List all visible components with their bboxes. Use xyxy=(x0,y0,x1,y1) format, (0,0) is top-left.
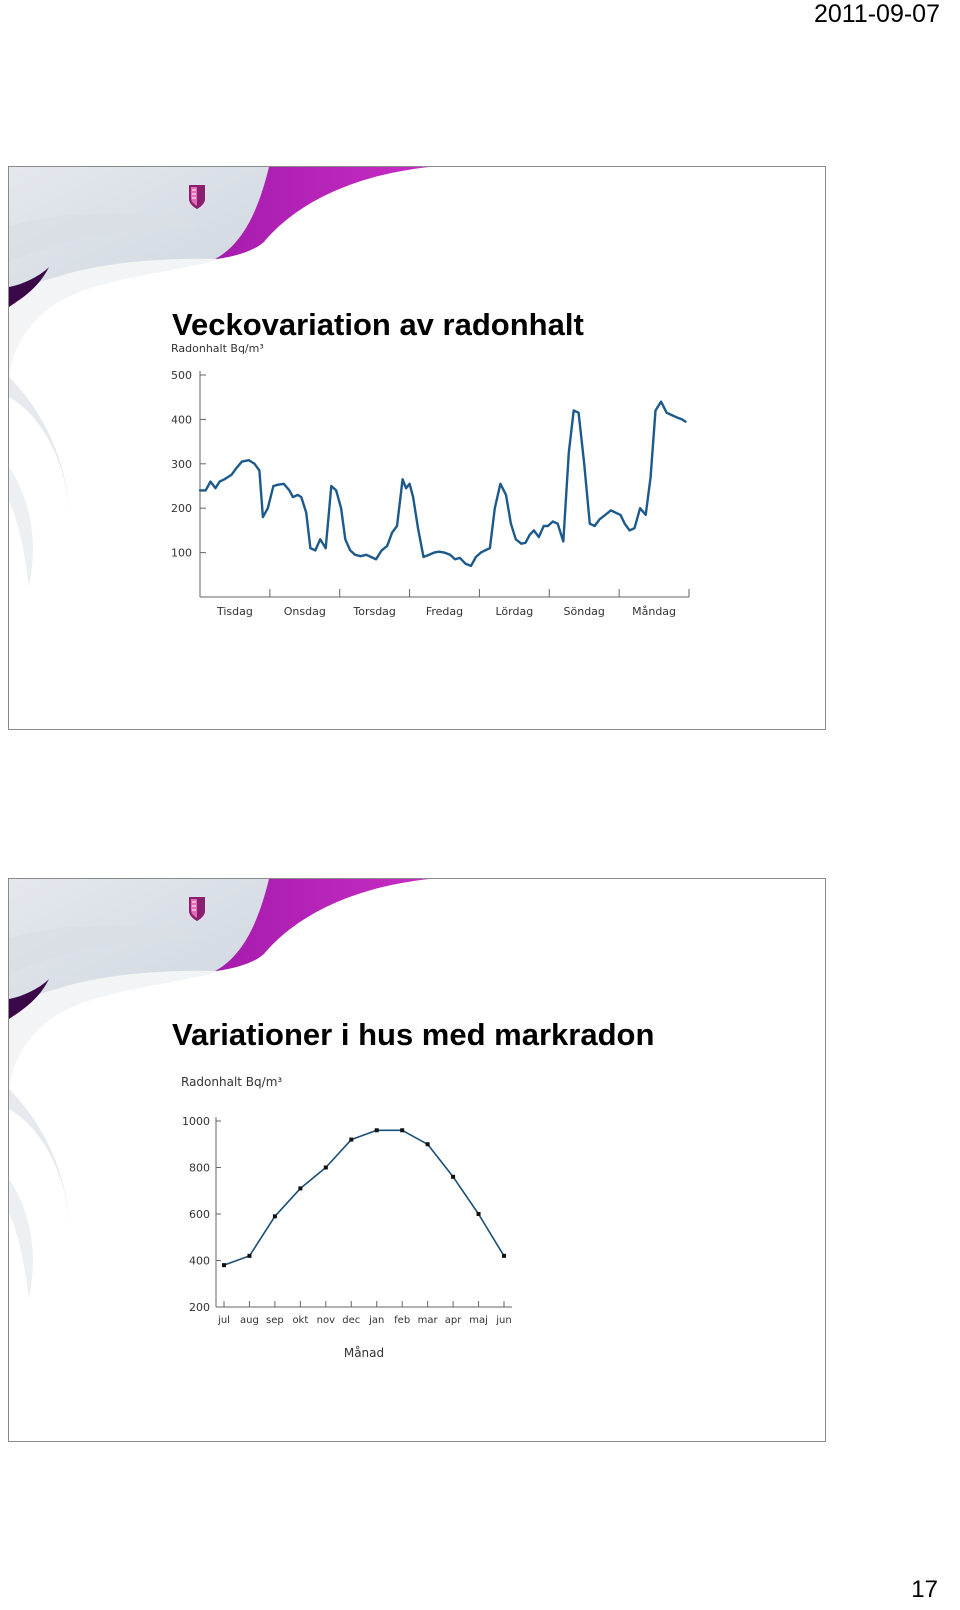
data-point-marker xyxy=(349,1137,354,1142)
x-tick-label: apr xyxy=(445,1315,462,1326)
y-tick-label: 500 xyxy=(171,369,192,382)
radon-weekly-series-line xyxy=(198,400,687,568)
y-tick-label: 800 xyxy=(189,1162,210,1175)
y-tick-label: 300 xyxy=(171,458,192,471)
x-tick-label: maj xyxy=(469,1315,488,1326)
page-date: 2011-09-07 xyxy=(813,0,940,28)
x-axis-label: Månad xyxy=(344,1346,384,1360)
x-tick-label: feb xyxy=(394,1315,410,1326)
data-point-marker xyxy=(400,1128,405,1133)
x-tick-label: aug xyxy=(240,1315,259,1326)
slide-monthly-variation: Variationer i hus med markradon Radonhal… xyxy=(8,878,826,1442)
y-tick-label: 200 xyxy=(171,502,192,515)
x-tick-label: Lördag xyxy=(496,605,534,618)
data-point-marker xyxy=(222,1263,226,1268)
data-point-marker xyxy=(374,1128,379,1133)
data-point-marker xyxy=(476,1212,481,1216)
y-axis-label: Radonhalt Bq/m³ xyxy=(171,342,264,355)
data-point-marker xyxy=(425,1142,430,1147)
slide-title: Variationer i hus med markradon xyxy=(172,1017,655,1052)
x-tick-label: Torsdag xyxy=(352,605,396,618)
data-point-marker xyxy=(247,1253,252,1258)
y-axis-label: Radonhalt Bq/m³ xyxy=(181,1075,282,1089)
slide-weekly-variation: Veckovariation av radonhalt Radonhalt Bq… xyxy=(8,166,826,730)
y-tick-label: 400 xyxy=(171,413,192,426)
data-point-marker xyxy=(502,1253,506,1258)
x-tick-label: jun xyxy=(495,1315,511,1326)
data-point-marker xyxy=(298,1186,303,1191)
page-number: 17 xyxy=(911,1576,938,1603)
y-tick-label: 400 xyxy=(189,1255,210,1268)
data-point-marker xyxy=(451,1174,456,1179)
x-tick-label: Onsdag xyxy=(284,605,326,618)
x-tick-label: jan xyxy=(368,1315,384,1326)
y-tick-label: 200 xyxy=(189,1301,210,1314)
x-tick-label: dec xyxy=(342,1315,360,1326)
x-tick-label: nov xyxy=(317,1315,335,1326)
x-tick-label: Fredag xyxy=(426,605,463,618)
y-tick-label: 1000 xyxy=(182,1115,210,1128)
weekly-radon-chart: Radonhalt Bq/m³ 100 200 300 400 500 Tisdag Onsd… xyxy=(171,342,690,618)
radon-monthly-series-line xyxy=(223,1129,505,1266)
data-point-marker xyxy=(323,1165,328,1170)
x-tick-label: okt xyxy=(292,1315,308,1326)
y-tick-label: 600 xyxy=(189,1208,210,1221)
slide-title: Veckovariation av radonhalt xyxy=(172,307,584,342)
x-tick-label: Måndag xyxy=(632,605,676,618)
x-tick-label: Söndag xyxy=(564,605,605,618)
y-tick-label: 100 xyxy=(171,547,192,560)
x-tick-label: mar xyxy=(418,1315,439,1326)
x-tick-label: jul xyxy=(217,1315,230,1326)
data-point-marker xyxy=(272,1214,277,1219)
x-tick-label: Tisdag xyxy=(216,605,253,618)
x-tick-label: sep xyxy=(266,1315,284,1326)
monthly-radon-chart: Radonhalt Bq/m³ 200 400 600 800 1000 jul aug sep… xyxy=(181,1075,512,1360)
